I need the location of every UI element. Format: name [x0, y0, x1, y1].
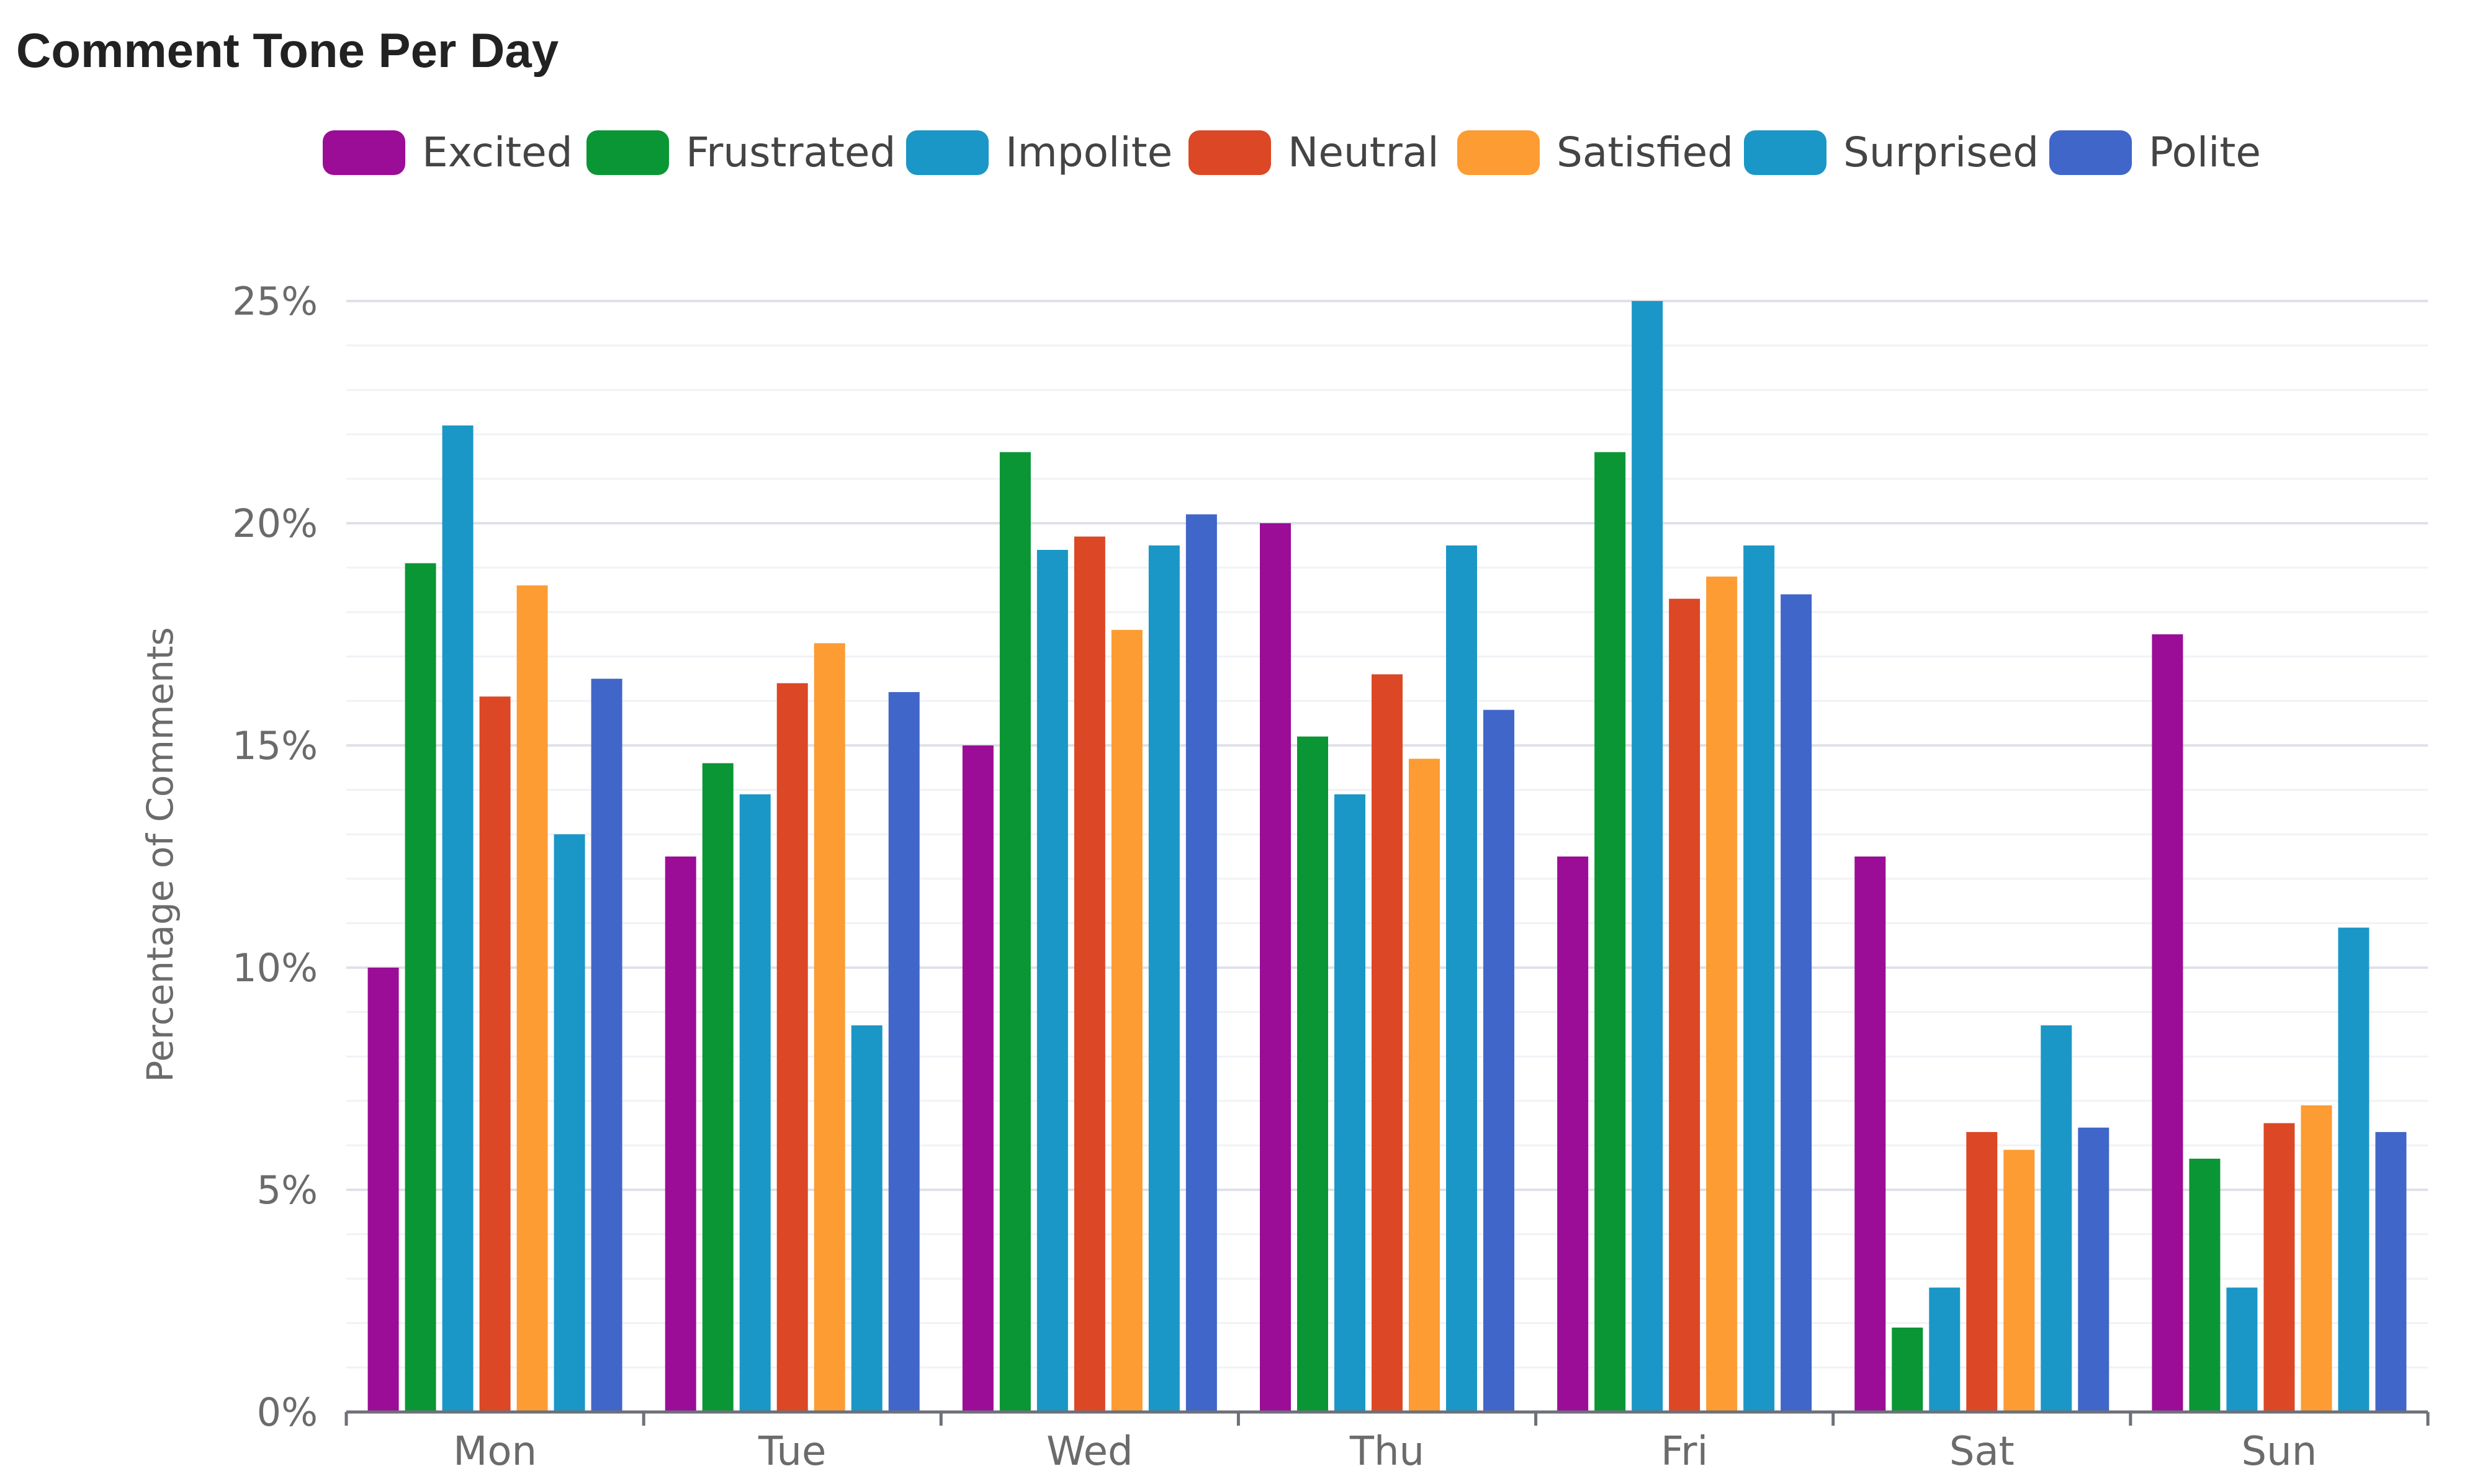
bar-wed-impolite — [1036, 549, 1068, 1413]
y-tick-label: 25% — [232, 279, 318, 324]
bar-sun-polite — [2375, 1131, 2407, 1412]
x-tick-label-fri: Fri — [1661, 1429, 1708, 1475]
x-tick-label-thu: Thu — [1349, 1429, 1424, 1475]
bar-fri-surprised — [1743, 545, 1775, 1412]
legend-label-neutral: Neutral — [1288, 128, 1439, 176]
bar-tue-neutral — [776, 683, 808, 1412]
bar-thu-frustrated — [1297, 736, 1328, 1412]
bar-thu-neutral — [1372, 674, 1403, 1412]
bar-wed-satisfied — [1111, 629, 1143, 1412]
legend-label-satisfied: Satisfied — [1557, 128, 1733, 176]
bar-fri-impolite — [1632, 301, 1663, 1412]
bar-tue-polite — [888, 692, 920, 1412]
legend-swatch-polite — [2049, 130, 2132, 175]
bar-fri-excited — [1557, 857, 1589, 1412]
chart-title: Comment Tone Per Day — [16, 23, 559, 78]
x-tick-label-wed: Wed — [1046, 1429, 1133, 1475]
y-tick-label: 0% — [257, 1390, 318, 1435]
bar-mon-excited — [367, 968, 399, 1412]
bar-sat-excited — [1854, 857, 1886, 1412]
bar-mon-neutral — [479, 696, 511, 1412]
bar-sun-surprised — [2338, 927, 2370, 1412]
bar-mon-polite — [591, 678, 622, 1412]
bar-thu-polite — [1483, 709, 1514, 1412]
bar-fri-polite — [1781, 594, 1812, 1412]
bar-tue-frustrated — [702, 763, 734, 1412]
legend: Excited Frustrated Impolite Neutral Satisfie… — [323, 128, 2261, 176]
bar-mon-surprised — [554, 834, 585, 1412]
bars — [367, 301, 2407, 1413]
bar-thu-excited — [1260, 523, 1291, 1412]
y-tick-label: 20% — [232, 501, 318, 546]
bar-tue-excited — [665, 857, 696, 1412]
bar-wed-frustrated — [999, 452, 1031, 1413]
bar-thu-satisfied — [1409, 758, 1440, 1412]
bar-mon-impolite — [442, 425, 474, 1412]
bar-tue-impolite — [739, 794, 771, 1412]
bar-mon-satisfied — [516, 585, 548, 1412]
bar-fri-neutral — [1669, 598, 1701, 1412]
bar-mon-frustrated — [405, 563, 436, 1413]
legend-label-frustrated: Frustrated — [686, 128, 896, 176]
bar-tue-satisfied — [814, 643, 845, 1412]
bar-fri-satisfied — [1706, 576, 1738, 1413]
y-axis: 0% 5% 10% 15% 20% 25% — [232, 279, 318, 1435]
bar-thu-surprised — [1446, 545, 1477, 1412]
bar-sat-satisfied — [2003, 1149, 2035, 1412]
bar-sat-polite — [2078, 1127, 2109, 1412]
bar-sat-neutral — [1966, 1131, 1998, 1412]
legend-label-excited: Excited — [422, 128, 573, 176]
y-axis-label: Percentage of Comments — [139, 627, 181, 1082]
bar-wed-excited — [962, 745, 994, 1412]
bar-wed-polite — [1185, 514, 1217, 1413]
legend-label-polite: Polite — [2149, 128, 2261, 176]
bar-sat-impolite — [1929, 1287, 1961, 1412]
bar-sun-impolite — [2226, 1287, 2258, 1412]
bar-sun-frustrated — [2189, 1158, 2221, 1412]
bar-sun-excited — [2152, 634, 2183, 1412]
x-tick-label-sat: Sat — [1949, 1429, 2015, 1475]
bar-sun-neutral — [2263, 1123, 2295, 1412]
legend-swatch-surprised — [1744, 130, 1826, 175]
x-tick-label-mon: Mon — [453, 1429, 537, 1475]
bar-sat-surprised — [2041, 1025, 2072, 1412]
legend-label-impolite: Impolite — [1005, 128, 1172, 176]
bar-sun-satisfied — [2301, 1105, 2332, 1412]
bar-fri-frustrated — [1594, 452, 1626, 1413]
x-tick-label-tue: Tue — [758, 1429, 826, 1475]
legend-swatch-neutral — [1188, 130, 1271, 175]
legend-swatch-satisfied — [1457, 130, 1540, 175]
legend-swatch-excited — [323, 130, 405, 175]
legend-label-surprised: Surprised — [1843, 128, 2039, 176]
x-tick-label-sun: Sun — [2242, 1429, 2317, 1475]
bar-tue-surprised — [851, 1025, 883, 1412]
bar-thu-impolite — [1334, 794, 1365, 1412]
x-axis: Mon Tue Wed Thu Fri Sat Sun — [344, 1410, 2430, 1475]
bar-wed-surprised — [1148, 545, 1180, 1412]
y-tick-label: 15% — [232, 723, 318, 768]
bar-sat-frustrated — [1892, 1327, 1923, 1412]
legend-swatch-frustrated — [586, 130, 669, 175]
bar-wed-neutral — [1074, 536, 1105, 1412]
legend-swatch-impolite — [906, 130, 989, 175]
y-tick-label: 5% — [257, 1167, 318, 1213]
y-tick-label: 10% — [232, 945, 318, 991]
